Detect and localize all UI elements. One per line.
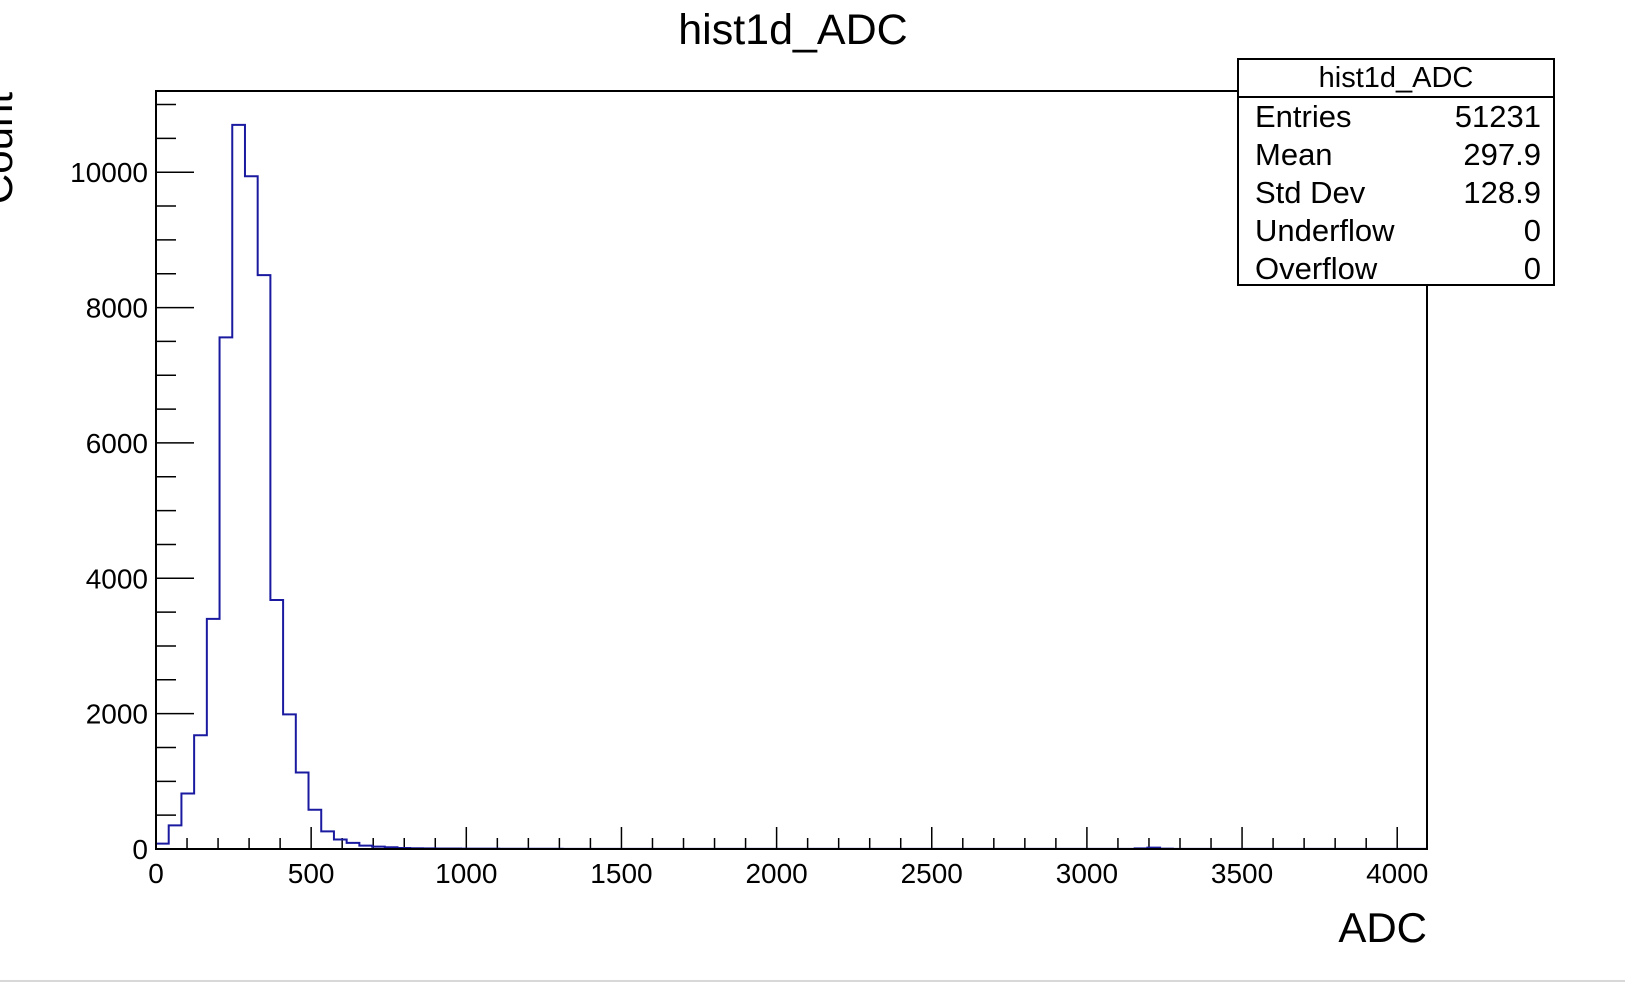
y-tick-label: 10000 [70,157,148,188]
x-tick-label: 3000 [1056,858,1118,889]
stats-box: hist1d_ADC Entries 51231 Mean 297.9 Std Dev 1… [1237,58,1555,286]
y-tick-label: 8000 [86,293,148,324]
x-tick-label: 0 [148,858,164,889]
x-tick-label: 4000 [1366,858,1428,889]
y-axis-label: Count [0,92,21,204]
plot-frame [155,90,1428,850]
y-tick-label: 4000 [86,563,148,594]
stats-row: Entries 51231 [1239,98,1553,136]
stats-label: Mean [1255,137,1333,172]
stats-row: Mean 297.9 [1239,136,1553,174]
stats-value: 128.9 [1463,175,1541,210]
y-tick-labels: 0 2000 4000 6000 8000 10000 [70,157,148,865]
stats-value: 0 [1523,213,1541,248]
chart-title: hist1d_ADC [678,6,907,54]
stats-value: 51231 [1454,99,1541,134]
x-tick-label: 1000 [435,858,497,889]
y-tick-label: 2000 [86,699,148,730]
stats-label: Overflow [1255,251,1378,286]
x-tick-label: 2000 [745,858,807,889]
stats-label: Underflow [1255,213,1395,248]
stats-title: hist1d_ADC [1239,60,1553,98]
stats-value: 0 [1523,251,1541,286]
x-tick-label: 500 [288,858,335,889]
stats-value: 297.9 [1463,137,1541,172]
x-axis-label: ADC [1338,904,1427,951]
x-tick-label: 3500 [1211,858,1273,889]
stats-label: Std Dev [1255,175,1366,210]
y-tick-label: 6000 [86,428,148,459]
x-tick-labels: 0 500 1000 1500 2000 2500 3000 3500 4000 [148,858,1428,889]
stats-label: Entries [1255,99,1352,134]
stats-rows: Entries 51231 Mean 297.9 Std Dev 128.9 Underfl… [1239,98,1553,288]
bottom-divider [0,980,1625,982]
x-tick-label: 1500 [590,858,652,889]
y-tick-label: 0 [132,834,148,865]
stats-row: Std Dev 128.9 [1239,174,1553,212]
axis-ticks [155,103,1398,850]
stats-row: Overflow 0 [1239,250,1553,288]
stats-row: Underflow 0 [1239,212,1553,250]
x-tick-label: 2500 [901,858,963,889]
